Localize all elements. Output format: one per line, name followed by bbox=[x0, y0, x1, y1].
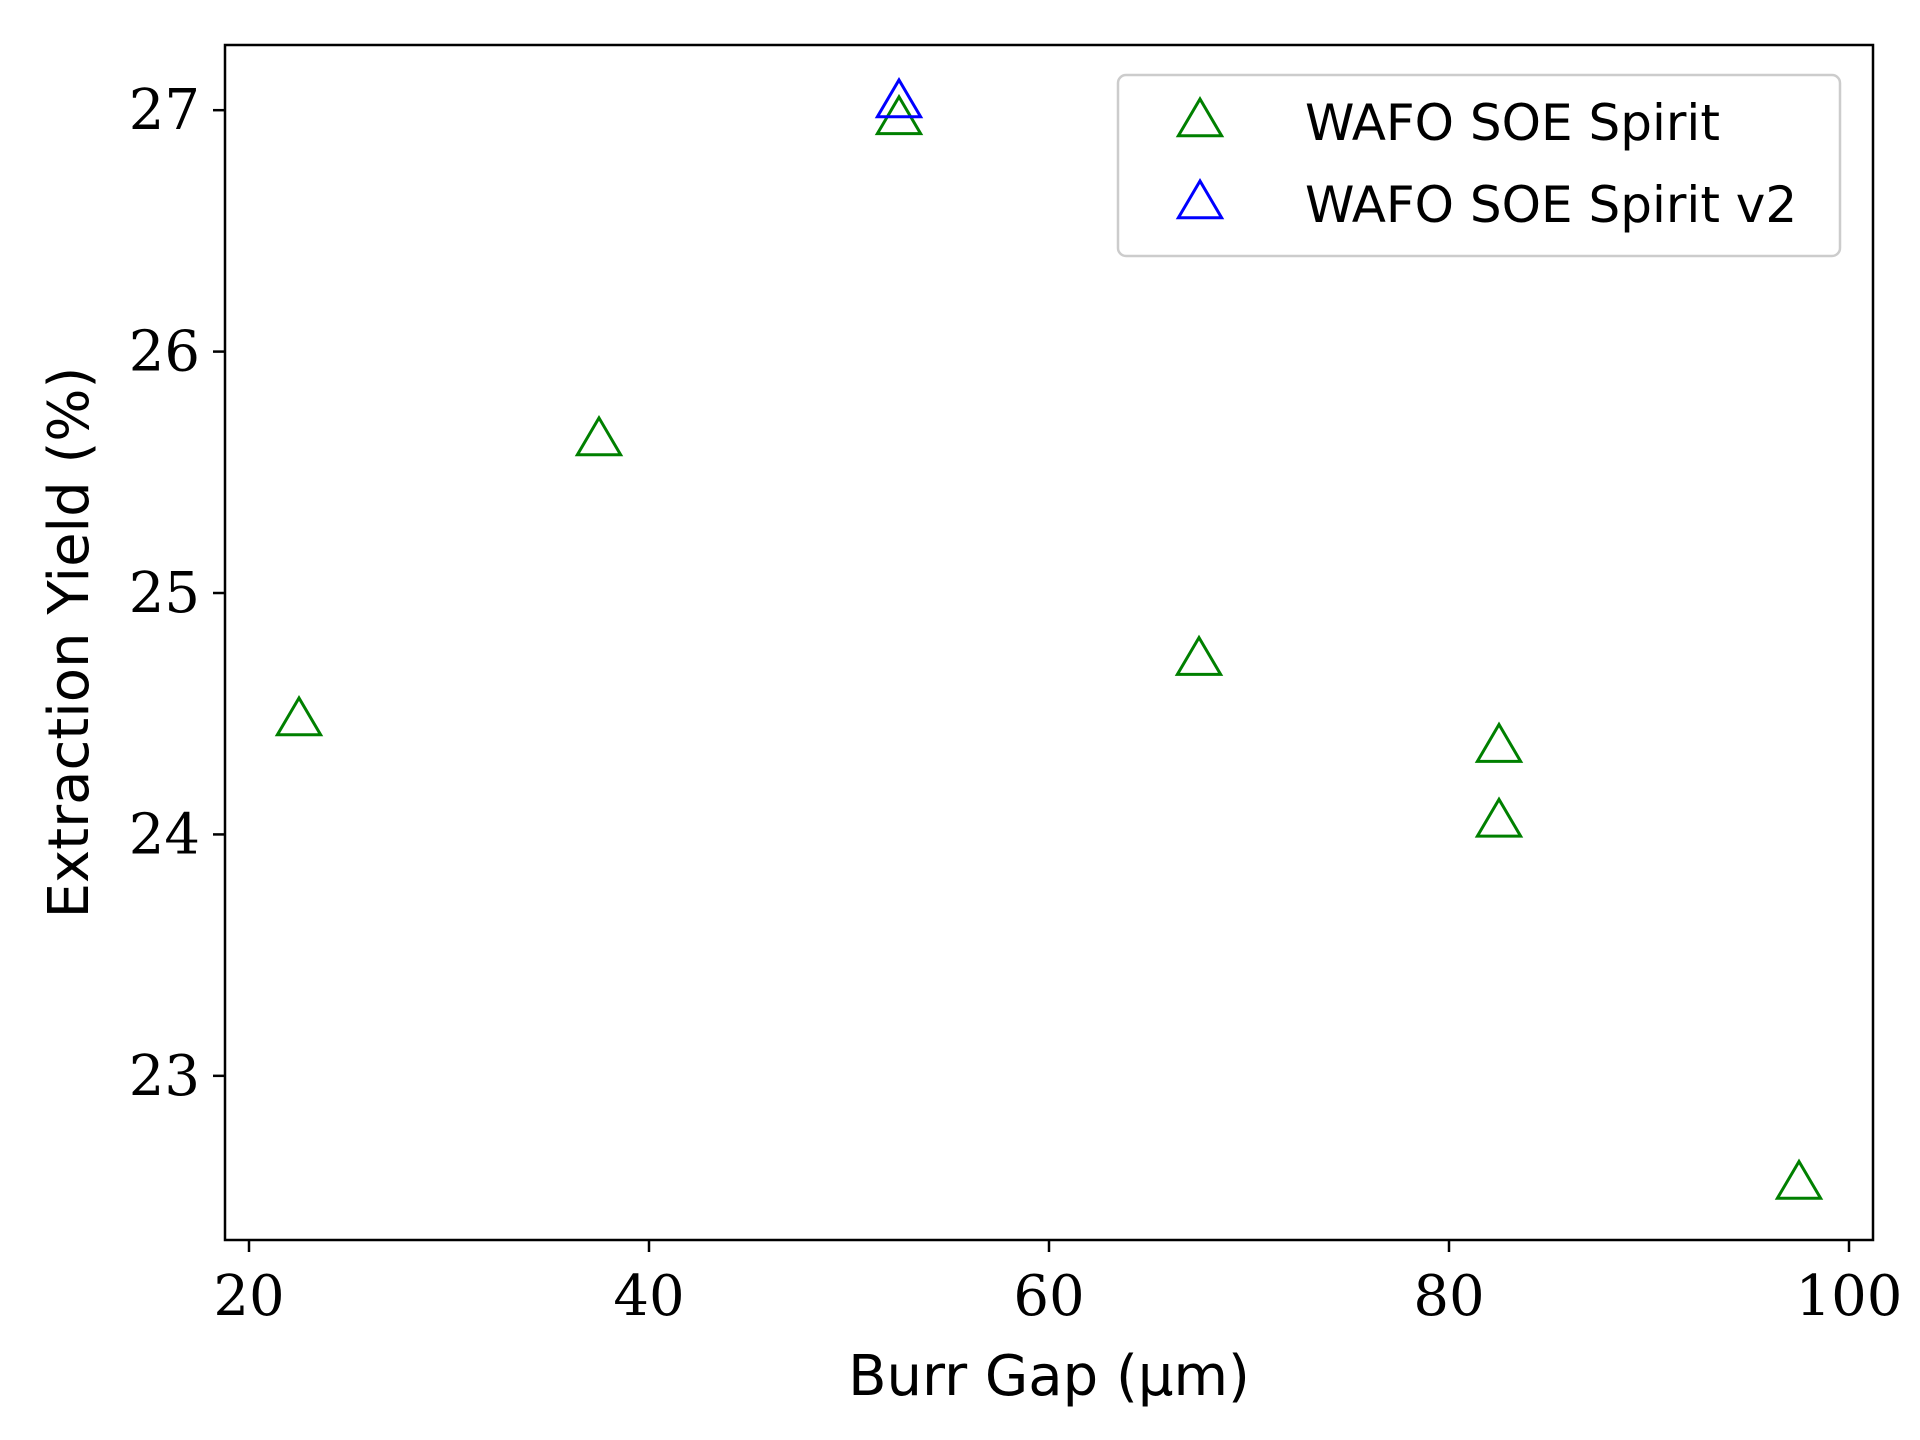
legend-marker bbox=[1175, 178, 1225, 220]
x-tick-label: 80 bbox=[1413, 1264, 1484, 1329]
y-tick-label: 25 bbox=[129, 561, 200, 626]
data-point-series-1 bbox=[574, 414, 624, 457]
x-tick-label: 20 bbox=[213, 1264, 284, 1329]
y-tick-label: 24 bbox=[129, 802, 200, 867]
x-tick-label: 60 bbox=[1013, 1264, 1084, 1329]
y-tick-label: 23 bbox=[129, 1044, 200, 1109]
legend-entry-label: WAFO SOE Spirit bbox=[1305, 94, 1720, 152]
data-point-series-1 bbox=[274, 694, 324, 737]
y-axis-ticks: 23 24 25 26 27 bbox=[129, 78, 225, 1109]
y-tick-label: 27 bbox=[129, 78, 200, 143]
data-point-series-1 bbox=[1474, 796, 1524, 838]
x-tick-label: 100 bbox=[1796, 1264, 1903, 1329]
x-axis-label: Burr Gap (μm) bbox=[848, 1344, 1250, 1409]
legend-marker bbox=[1175, 96, 1225, 138]
data-point-series-1 bbox=[874, 93, 924, 136]
data-markers bbox=[274, 76, 1824, 1200]
y-tick-label: 26 bbox=[129, 320, 200, 385]
legend-box bbox=[1116, 73, 1842, 258]
x-tick-label: 40 bbox=[613, 1264, 684, 1329]
data-point-series-1 bbox=[1474, 721, 1524, 763]
y-axis-label: Extraction Yield (%) bbox=[37, 367, 102, 919]
data-point-series-2 bbox=[874, 76, 924, 119]
data-point-series-1 bbox=[1174, 634, 1224, 676]
legend-entry-label: WAFO SOE Spirit v2 bbox=[1305, 176, 1797, 234]
legend: WAFO SOE Spirit WAFO SOE Spirit v2 bbox=[1116, 73, 1842, 258]
x-axis-ticks: 20 40 60 80 100 bbox=[213, 1240, 1902, 1329]
plot-frame bbox=[223, 43, 1875, 1242]
data-point-series-1 bbox=[1774, 1158, 1824, 1200]
